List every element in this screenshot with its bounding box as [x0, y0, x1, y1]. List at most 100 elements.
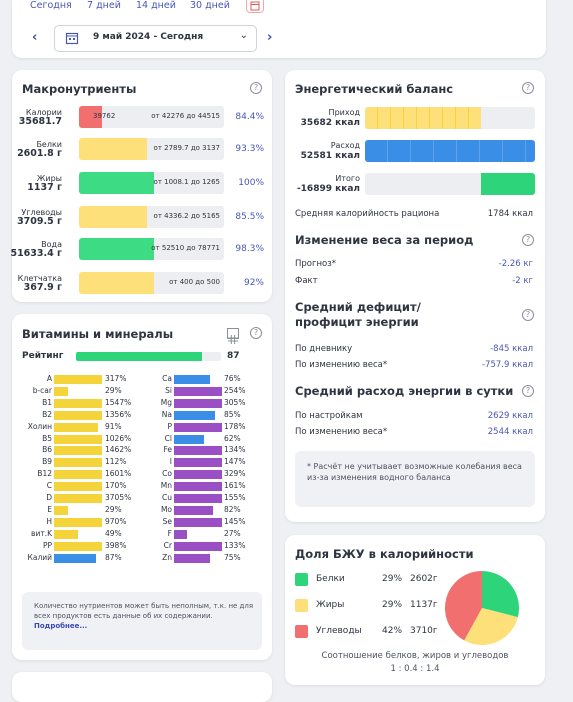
next-period-arrow[interactable]: ›: [267, 30, 273, 45]
nutrient-percent: 87%: [105, 552, 122, 562]
help-icon[interactable]: ?: [250, 327, 262, 339]
period-7-days[interactable]: 7 дней: [87, 0, 121, 11]
help-icon[interactable]: ?: [250, 82, 262, 94]
bju-title: Доля БЖУ в калорийности: [295, 547, 474, 561]
nutrient-percent: 133%: [224, 540, 246, 550]
macro-bar: от 52510 до 78771: [79, 238, 224, 260]
nutrient-name: B12: [37, 469, 52, 479]
nutrient-bar: [174, 517, 222, 527]
nutrient-bar: [54, 553, 96, 563]
nutrient-percent: 155%: [224, 493, 246, 502]
nutrient-percent: 170%: [105, 481, 127, 491]
nutrient-name: Mo: [160, 504, 172, 514]
avg-label: Средняя калорийность рациона: [295, 209, 440, 219]
nutrient-name: B6: [42, 445, 52, 455]
date-range-select[interactable]: 9 май 2024 - Сегодня ⌄: [54, 25, 257, 52]
help-icon[interactable]: ?: [522, 385, 534, 397]
vitamins-card: Витамины и минералы ? Рейтинг 87 A 317% b-…: [12, 314, 272, 660]
expense-title: Средний расход энергии в сутки: [295, 384, 514, 398]
help-icon[interactable]: ?: [522, 309, 534, 321]
total-label: Итого: [335, 174, 360, 183]
macro-bar-label: 39762: [93, 112, 116, 120]
nutrient-name: F: [167, 528, 172, 538]
macro-bar-fill: [79, 138, 148, 160]
vitamins-note: Количество нутриентов может быть неполны…: [22, 592, 262, 650]
nutrient-bar: [174, 482, 222, 492]
nutrient-bar: [174, 446, 222, 456]
daily-label: По дневнику: [295, 344, 353, 354]
nutrient-percent: 3705%: [105, 493, 132, 502]
macros-title: Макронутриенты: [22, 82, 137, 96]
period-card: Сегодня 7 дней 14 дней 30 дней ‹ 9 май 2…: [12, 0, 546, 58]
prev-period-arrow[interactable]: ‹: [32, 30, 38, 45]
deficit-title: Средний дефицит/профицит энергии: [295, 300, 421, 329]
period-30-days[interactable]: 30 дней: [190, 0, 230, 11]
nutrient-percent: 29%: [105, 504, 122, 514]
macro-name: Вода: [41, 240, 62, 249]
bju-swatch: [295, 573, 308, 586]
table-icon[interactable]: [227, 328, 239, 344]
nutrient-bar: [54, 482, 102, 492]
nutrient-bar: [54, 386, 68, 396]
vitamins-title: Витамины и минералы: [22, 327, 174, 341]
rating-label: Рейтинг: [22, 351, 64, 361]
nutrient-bar: [174, 410, 215, 420]
nutrient-percent: 62%: [224, 433, 241, 443]
calendar-icon[interactable]: [246, 0, 264, 13]
expense-bar: [365, 140, 535, 162]
nutrient-bar: [54, 529, 78, 539]
nutrient-name: Si: [165, 385, 172, 395]
nutrient-bar: [54, 505, 68, 515]
nutrient-bar: [54, 398, 102, 408]
pie-slice: [445, 571, 482, 641]
settings-value: 2629 ккал: [487, 411, 533, 421]
nutrient-bar: [174, 529, 187, 539]
rating-bar: [76, 352, 221, 361]
bju-percent: 29%: [382, 600, 403, 610]
nutrient-percent: 398%: [105, 540, 127, 550]
macro-range: от 52510 до 78771: [151, 244, 220, 252]
nutrient-name: Se: [162, 516, 172, 526]
bju-percent: 29%: [382, 574, 403, 584]
macro-value: 1137 г: [27, 182, 62, 193]
period-today[interactable]: Сегодня: [30, 0, 72, 11]
more-link[interactable]: Подробнее...: [34, 622, 88, 630]
nutrient-name: Cl: [164, 433, 172, 443]
nutrient-name: B2: [42, 409, 52, 419]
settings-label: По настройкам: [295, 411, 363, 421]
nutrient-bar: [54, 470, 102, 480]
macro-name: Белки: [36, 140, 62, 149]
nutrient-name: E: [47, 504, 52, 514]
forecast-label: Прогноз*: [295, 259, 336, 269]
macro-row: Клетчатка 367.9 г от 400 до 500 92%: [18, 272, 264, 298]
help-icon[interactable]: ?: [522, 82, 534, 94]
forecast-value: -2.26 кг: [498, 259, 533, 269]
macro-bar-fill: [79, 106, 103, 128]
pie-slice: [464, 608, 518, 645]
nutrient-name: b-car: [32, 385, 52, 395]
bju-grams: 2602г: [410, 574, 438, 584]
macro-value: 35681.7: [18, 116, 62, 127]
bju-ratio-label: Соотношение белков, жиров и углеводов: [321, 651, 509, 661]
nutrient-name: Zn: [162, 552, 172, 562]
nutrient-bar: [174, 398, 222, 408]
expense-value: 52581 ккал: [300, 151, 360, 161]
nutrient-percent: 178%: [224, 421, 246, 431]
nutrient-percent: 29%: [105, 385, 122, 395]
income-value: 35682 ккал: [300, 118, 360, 128]
weight-title: Изменение веса за период: [295, 233, 474, 247]
macro-percent: 100%: [238, 178, 264, 188]
macro-bar: от 2789.7 до 3137: [79, 138, 224, 160]
bju-swatch: [295, 625, 308, 638]
help-icon[interactable]: ?: [522, 234, 534, 246]
period-14-days[interactable]: 14 дней: [136, 0, 176, 11]
macro-row: Калории 35681.7 39762 от 42276 до 44515 84.4…: [18, 106, 264, 132]
date-range-label: 9 май 2024 - Сегодня: [93, 32, 204, 42]
macro-range: от 2789.7 до 3137: [153, 144, 220, 152]
weight-change-value: -757.9 ккал: [481, 360, 533, 370]
nutrient-percent: 112%: [105, 457, 127, 467]
nutrient-name: B5: [42, 433, 52, 443]
avg-value: 1784 ккал: [487, 209, 533, 219]
nutrient-bar: [174, 494, 222, 503]
macro-bar: от 4336.2 до 5165: [79, 206, 224, 228]
